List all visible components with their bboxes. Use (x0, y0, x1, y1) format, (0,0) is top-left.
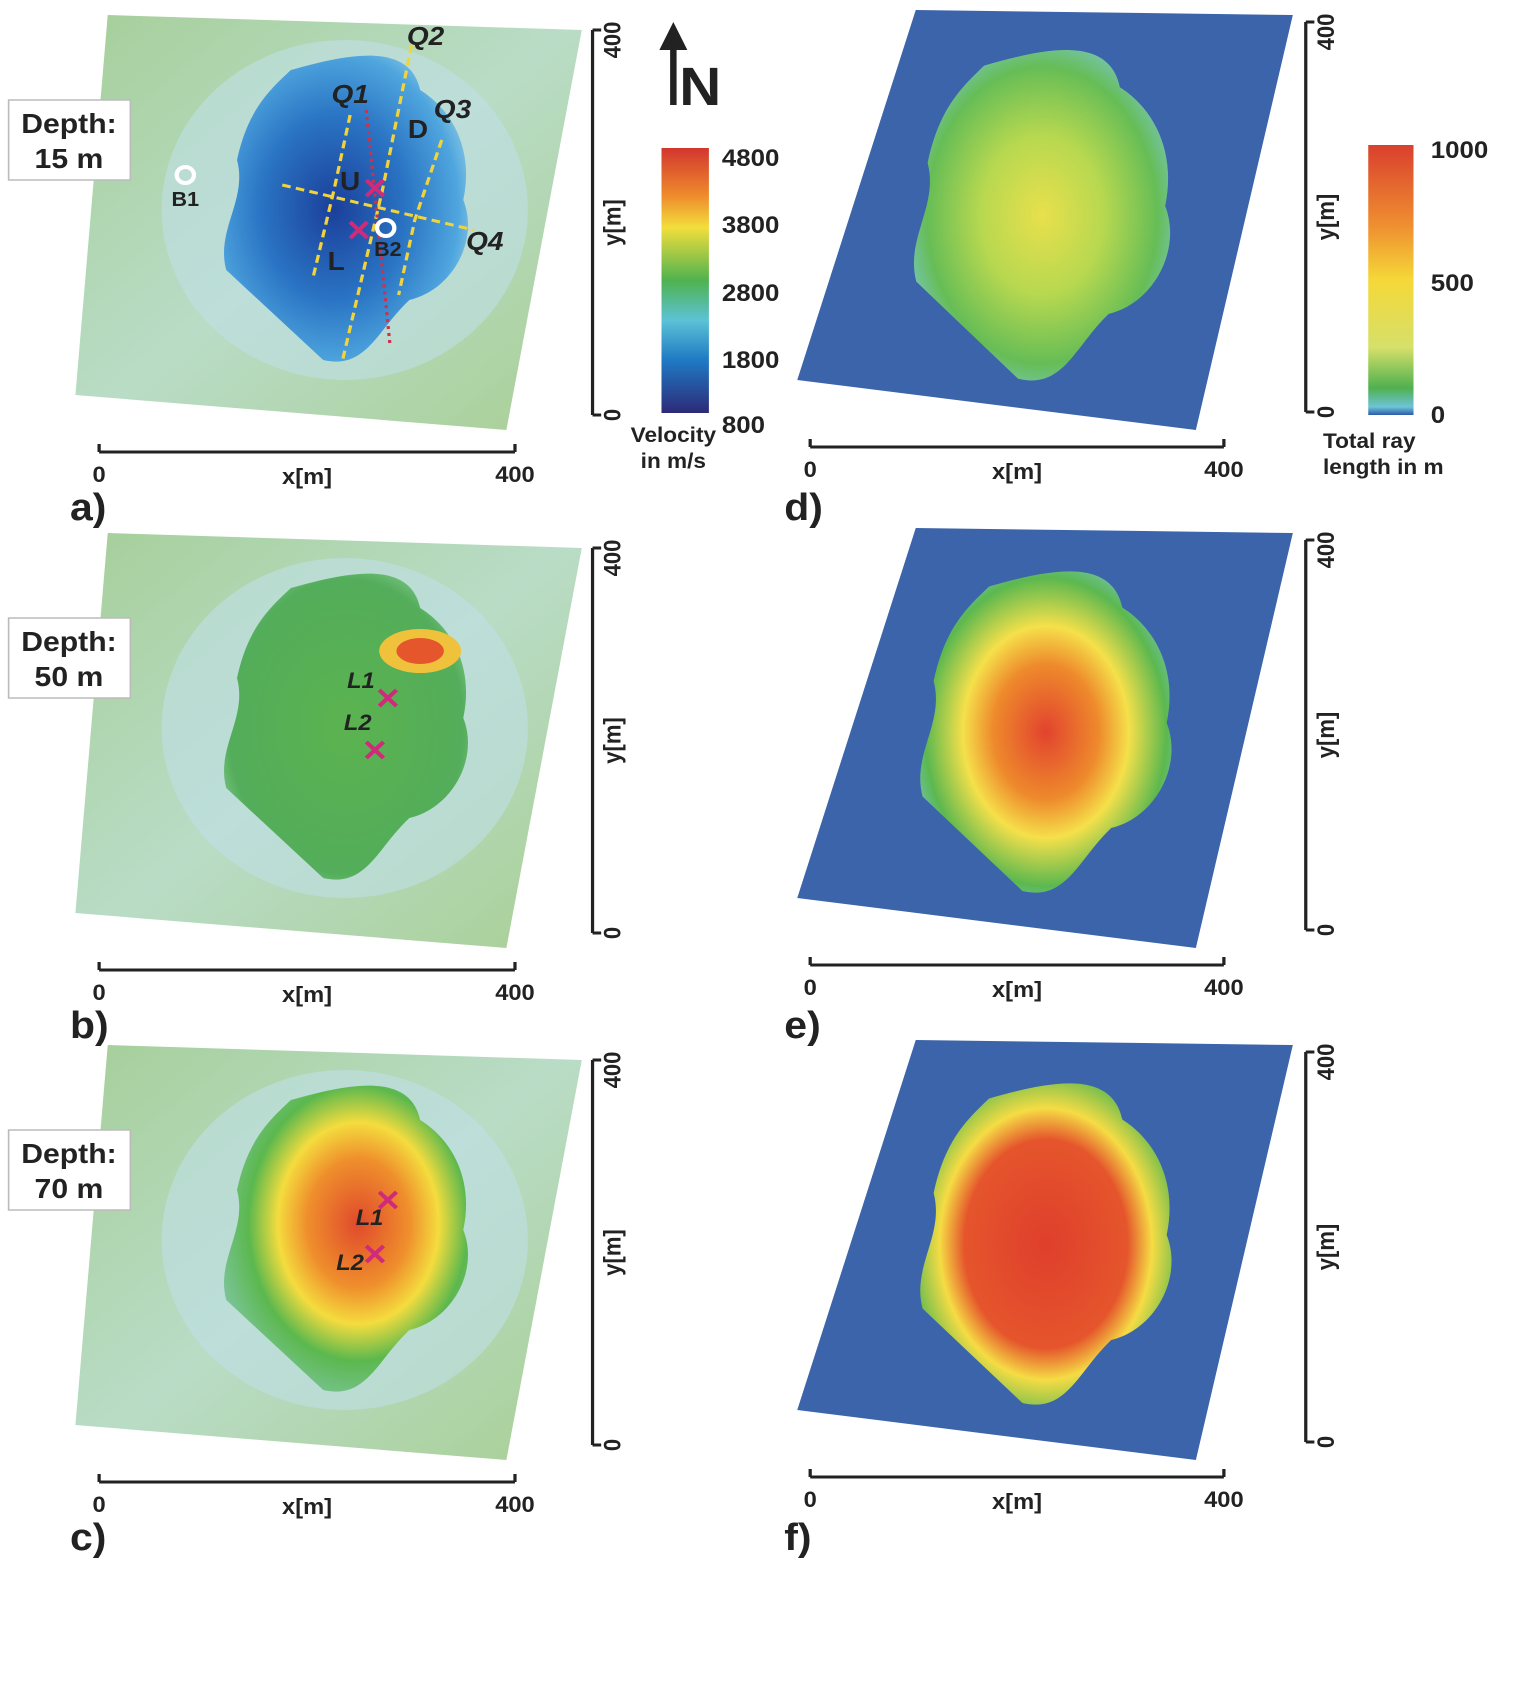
figure: 0 400 x[m] 0 400 y[m] a) Depth: 15 m Q1 Q2 Q3 Q4 U D L B… (0, 0, 1518, 1697)
panel-label: f) (784, 1516, 811, 1558)
y-axis-label: y[m] (599, 1229, 626, 1275)
y-tick-label: 400 (599, 1052, 626, 1089)
map (75, 533, 581, 948)
x-axis-label: x[m] (282, 464, 332, 489)
colorbar-title: in m/s (641, 449, 706, 473)
panel: 0 400 x[m] 0 400 y[m] f) (784, 1040, 1339, 1559)
x-tick-label: 400 (495, 462, 535, 487)
y-tick-label: 400 (1312, 14, 1339, 51)
y-tick-label: 0 (1312, 1436, 1339, 1448)
y-axis-label: y[m] (1312, 1224, 1339, 1270)
depth-label: Depth: (21, 627, 116, 658)
x-axis-label: x[m] (992, 459, 1042, 484)
annotation: L (328, 247, 345, 276)
y-tick-label: 400 (1312, 1044, 1339, 1081)
y-axis-label: y[m] (1312, 712, 1339, 758)
x-tick-label: 0 (804, 457, 817, 482)
depth-label: Depth: (21, 1139, 116, 1170)
colorbar (1368, 145, 1413, 415)
annotation: Q1 (331, 80, 368, 109)
map (797, 1040, 1293, 1460)
depth-label: 50 m (35, 662, 104, 693)
panel-label: b) (70, 1004, 109, 1046)
x-tick-label: 0 (93, 980, 106, 1005)
map (75, 15, 581, 430)
colorbar-tick-label: 800 (722, 412, 765, 439)
y-tick-label: 400 (599, 22, 626, 59)
annotation: U (340, 167, 360, 196)
y-tick-label: 400 (599, 540, 626, 577)
map-anomaly (396, 638, 443, 664)
y-tick-label: 0 (1312, 406, 1339, 418)
colorbar (661, 148, 708, 413)
x-tick-label: 400 (1204, 457, 1244, 482)
colorbar-tick-label: 4800 (722, 145, 780, 172)
depth-label: 15 m (35, 144, 104, 175)
y-axis-label: y[m] (1312, 194, 1339, 240)
annotation: L2 (344, 710, 372, 735)
colorbar-tick-label: 1000 (1431, 137, 1489, 164)
x-tick-label: 400 (495, 1492, 535, 1517)
colorbar-tick-label: 500 (1431, 270, 1474, 297)
y-tick-label: 0 (599, 927, 626, 939)
x-tick-label: 0 (804, 1487, 817, 1512)
panel: 0 400 x[m] 0 400 y[m] e) (784, 528, 1339, 1047)
x-tick-label: 0 (93, 462, 106, 487)
panel: 0 400 x[m] 0 400 y[m] c) Depth: 70 m L1 L2 (9, 1045, 626, 1559)
colorbar-title: Total ray (1323, 429, 1416, 453)
panel: 0 400 x[m] 0 400 y[m] a) Depth: 15 m Q1 Q2 Q3 Q4 U D L B… (9, 15, 626, 529)
north-label: N (679, 56, 721, 117)
y-axis-label: y[m] (599, 717, 626, 763)
x-tick-label: 0 (93, 1492, 106, 1517)
panel-label: e) (784, 1004, 820, 1046)
x-axis-label: x[m] (282, 982, 332, 1007)
x-tick-label: 0 (804, 975, 817, 1000)
annotation: D (408, 115, 428, 144)
y-tick-label: 400 (1312, 532, 1339, 569)
map (797, 10, 1293, 430)
colorbar-tick-label: 2800 (722, 280, 780, 307)
panel-label: d) (784, 486, 823, 528)
x-axis-label: x[m] (992, 1489, 1042, 1514)
colorbar-tick-label: 0 (1431, 402, 1445, 429)
panel: 0 400 x[m] 0 400 y[m] d) (784, 10, 1339, 529)
y-axis-label: y[m] (599, 199, 626, 245)
annotation: Q2 (407, 22, 444, 51)
annotation: Q4 (466, 227, 503, 256)
colorbar-tick-label: 3800 (722, 212, 780, 239)
map (75, 1045, 581, 1460)
x-axis-label: x[m] (282, 1494, 332, 1519)
annotation: Q3 (434, 95, 471, 124)
annotation: L1 (347, 668, 375, 693)
depth-label: 70 m (35, 1174, 104, 1205)
y-tick-label: 0 (599, 1439, 626, 1451)
x-tick-label: 400 (1204, 975, 1244, 1000)
north-arrow-head (659, 22, 687, 50)
annotation: L2 (336, 1250, 364, 1275)
colorbar-title: length in m (1323, 455, 1444, 479)
map (797, 528, 1293, 948)
annotation: B1 (172, 189, 200, 211)
y-tick-label: 0 (599, 409, 626, 421)
panel-label: a) (70, 486, 106, 528)
annotation: B2 (374, 239, 402, 261)
x-tick-label: 400 (1204, 1487, 1244, 1512)
x-tick-label: 400 (495, 980, 535, 1005)
depth-label: Depth: (21, 109, 116, 140)
y-tick-label: 0 (1312, 924, 1339, 936)
panel-label: c) (70, 1516, 106, 1558)
x-axis-label: x[m] (992, 977, 1042, 1002)
colorbar-tick-label: 1800 (722, 347, 780, 374)
annotation: L1 (356, 1205, 384, 1230)
colorbar-title: Velocity (631, 423, 717, 447)
panel: 0 400 x[m] 0 400 y[m] b) Depth: 50 m L1 L2 (9, 533, 626, 1047)
